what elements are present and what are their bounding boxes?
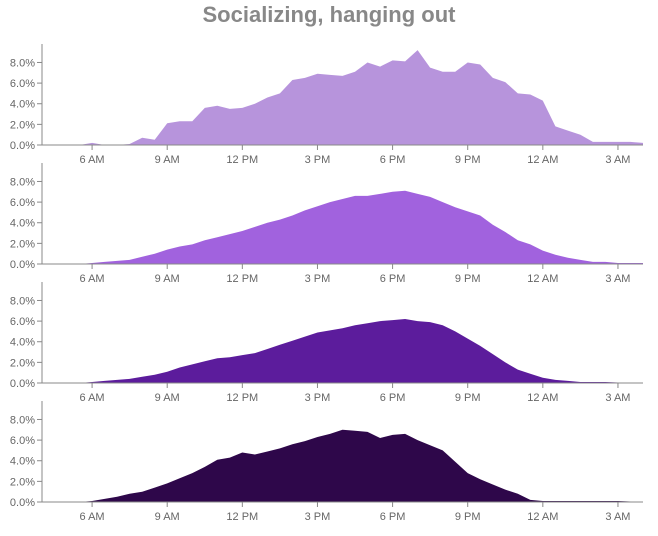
area-series-4	[42, 429, 643, 502]
x-tick-label: 6 PM	[380, 392, 406, 404]
area-series-2	[42, 190, 643, 264]
y-tick-label: 6.0%	[10, 316, 35, 328]
y-tick-label: 2.0%	[10, 357, 35, 369]
chart-title: Socializing, hanging out	[202, 2, 456, 27]
x-tick-label: 3 PM	[305, 273, 331, 285]
x-tick-label: 6 AM	[80, 154, 105, 166]
y-tick-label: 4.0%	[10, 99, 35, 111]
x-tick-label: 12 PM	[226, 392, 258, 404]
x-tick-label: 3 AM	[605, 273, 630, 285]
x-tick-label: 6 AM	[80, 273, 105, 285]
x-tick-label: 12 AM	[527, 392, 558, 404]
y-tick-label: 4.0%	[10, 337, 35, 349]
x-tick-label: 12 AM	[527, 154, 558, 166]
x-tick-label: 3 PM	[305, 392, 331, 404]
x-tick-label: 3 AM	[605, 392, 630, 404]
y-tick-label: 0.0%	[10, 378, 35, 390]
y-tick-label: 6.0%	[10, 197, 35, 209]
y-tick-label: 6.0%	[10, 435, 35, 447]
y-tick-label: 0.0%	[10, 259, 35, 271]
area-series-1	[42, 50, 643, 145]
area-panel-2: 0.0% 2.0% 4.0% 6.0% 8.0% 6 AM 9 AM 12 PM 3 PM 6 P…	[10, 163, 643, 285]
x-tick-label: 9 PM	[455, 154, 481, 166]
y-tick-label: 6.0%	[10, 78, 35, 90]
x-tick-label: 3 PM	[305, 154, 331, 166]
y-tick-label: 0.0%	[10, 497, 35, 509]
x-tick-label: 3 PM	[305, 511, 331, 523]
area-panel-3: 0.0% 2.0% 4.0% 6.0% 8.0% 6 AM 9 AM 12 PM 3 PM 6 P…	[10, 282, 643, 404]
x-tick-label: 9 PM	[455, 392, 481, 404]
y-tick-label: 4.0%	[10, 456, 35, 468]
area-panel-4: 0.0% 2.0% 4.0% 6.0% 8.0% 6 AM 9 AM 12 PM 3 PM 6 P…	[10, 401, 643, 523]
y-tick-label: 2.0%	[10, 119, 35, 131]
y-tick-label: 0.0%	[10, 140, 35, 152]
x-tick-label: 3 AM	[605, 154, 630, 166]
y-tick-label: 8.0%	[10, 414, 35, 426]
y-tick-label: 8.0%	[10, 295, 35, 307]
x-tick-label: 3 AM	[605, 511, 630, 523]
x-tick-label: 12 PM	[226, 511, 258, 523]
x-tick-label: 9 AM	[155, 273, 180, 285]
x-tick-label: 9 AM	[155, 392, 180, 404]
x-tick-label: 9 PM	[455, 273, 481, 285]
y-tick-label: 8.0%	[10, 57, 35, 69]
y-tick-label: 8.0%	[10, 176, 35, 188]
x-tick-label: 12 AM	[527, 511, 558, 523]
x-tick-label: 6 AM	[80, 392, 105, 404]
y-tick-label: 2.0%	[10, 238, 35, 250]
area-panel-1: 0.0% 2.0% 4.0% 6.0% 8.0% 6 AM 9 AM 12 PM 3 PM 6 P…	[10, 44, 643, 166]
x-tick-label: 6 AM	[80, 511, 105, 523]
y-tick-label: 2.0%	[10, 476, 35, 488]
x-tick-label: 6 PM	[380, 154, 406, 166]
x-tick-label: 9 PM	[455, 511, 481, 523]
y-tick-label: 4.0%	[10, 218, 35, 230]
x-tick-label: 9 AM	[155, 154, 180, 166]
x-tick-label: 12 AM	[527, 273, 558, 285]
x-tick-label: 12 PM	[226, 273, 258, 285]
x-tick-label: 6 PM	[380, 511, 406, 523]
area-series-3	[42, 319, 643, 383]
x-tick-label: 9 AM	[155, 511, 180, 523]
x-tick-label: 6 PM	[380, 273, 406, 285]
x-tick-label: 12 PM	[226, 154, 258, 166]
